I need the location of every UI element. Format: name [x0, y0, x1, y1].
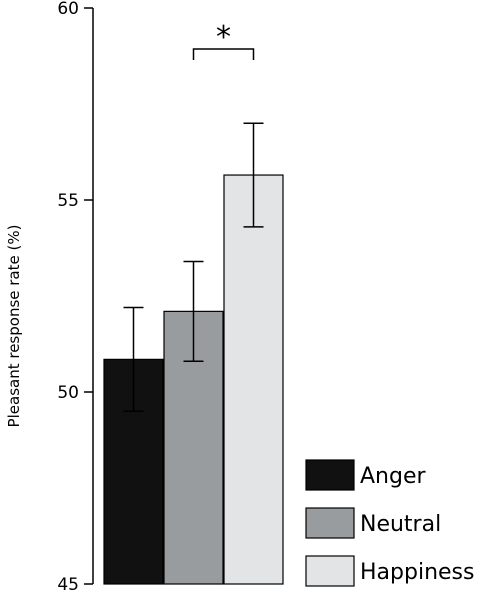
legend-swatch-neutral — [305, 507, 355, 539]
legend-label-happiness: Happiness — [360, 560, 474, 585]
legend-swatch-anger — [305, 459, 355, 491]
bar-happiness — [223, 174, 284, 585]
significance-bracket — [192, 48, 255, 60]
y-tick-label: 50 — [57, 383, 79, 403]
significance-star: * — [216, 20, 231, 55]
y-tick-label: 55 — [57, 191, 79, 211]
y-axis-label: Pleasant response rate (%) — [5, 225, 23, 428]
y-tick-label: 60 — [57, 0, 79, 19]
y-tick-label: 45 — [57, 575, 79, 595]
legend-swatch-happiness — [305, 555, 355, 587]
legend-label-neutral: Neutral — [360, 512, 441, 537]
legend-label-anger: Anger — [360, 464, 426, 489]
